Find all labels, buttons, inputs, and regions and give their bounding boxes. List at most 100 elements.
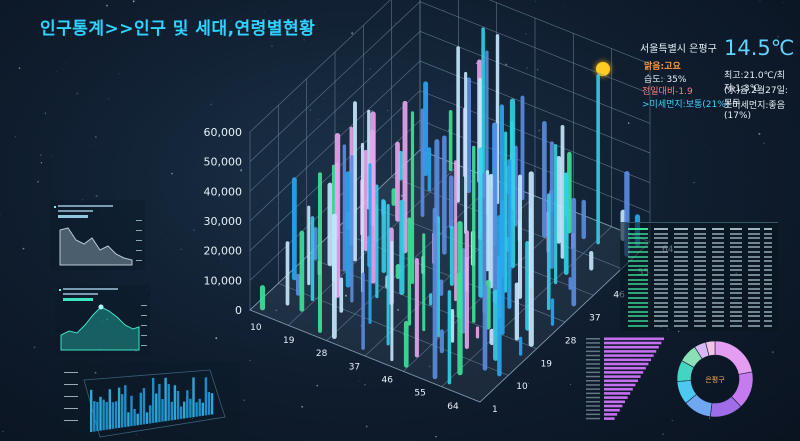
table-cell (674, 278, 688, 281)
hbar-label (586, 371, 600, 374)
table-cell (764, 324, 772, 327)
table-cell (730, 310, 742, 313)
table-cell (748, 306, 760, 309)
table-cell (628, 255, 648, 258)
mini-3d-bar (99, 396, 102, 431)
mini-3d-bar (207, 392, 211, 415)
table-cell (674, 283, 688, 286)
hbar (604, 400, 625, 404)
hbar-label (586, 401, 600, 403)
z-tick-label: 20,000 (204, 245, 243, 258)
table-cell (694, 306, 706, 309)
horizontal-bar-chart (586, 337, 664, 420)
mini-3d-bar (105, 402, 108, 430)
table-cell (764, 260, 772, 263)
mini-3d-bar (198, 398, 201, 417)
table-cell (730, 301, 742, 304)
table-cell (628, 278, 648, 281)
table-cell (694, 228, 706, 230)
mini-3d-bar (204, 377, 208, 416)
table-cell (694, 315, 706, 318)
table-cell (654, 320, 668, 322)
table-cell (674, 237, 688, 240)
table-cell (628, 297, 648, 299)
weather-location: 서울특별시 은평구 (640, 44, 717, 55)
table-cell (628, 269, 648, 272)
hbar (604, 413, 618, 416)
table-cell (694, 287, 706, 290)
hbar (604, 337, 664, 341)
table-cell (674, 260, 688, 263)
table-cell (694, 292, 706, 295)
hbar-label (586, 375, 600, 378)
table-cell (674, 292, 688, 295)
weather-status: 맑음:고요 (644, 62, 681, 72)
table-cell (694, 241, 706, 244)
hbar-label (586, 417, 600, 420)
table-cell (694, 310, 706, 313)
table-cell (712, 292, 724, 295)
table-cell (730, 260, 742, 263)
table-cell (712, 251, 724, 253)
mini-3d-bar (201, 402, 204, 416)
table-cell (654, 301, 668, 304)
y-tick-label: 37 (589, 314, 600, 324)
sun-icon (596, 62, 610, 76)
mini-3d-bar (186, 390, 189, 419)
table-row (624, 264, 774, 268)
table-cell (654, 274, 668, 276)
table-cell (654, 297, 668, 299)
mini-3d-bar (114, 401, 118, 429)
table-row (624, 236, 774, 240)
x-tick-label: 55 (414, 389, 425, 399)
table-cell (764, 287, 772, 290)
mini-3d-bar (127, 412, 130, 427)
table-cell (654, 287, 668, 290)
table-cell (694, 269, 706, 272)
table-cell (674, 232, 688, 235)
table-cell (654, 264, 668, 267)
table-cell (730, 287, 742, 290)
page-title: 인구통계>>인구 및 세대,연령별현황 (40, 19, 316, 39)
table-cell (654, 232, 668, 235)
table-cell (730, 274, 742, 276)
table-cell (674, 246, 688, 249)
table-cell (628, 246, 648, 249)
data-table-panel (620, 222, 778, 331)
table-cell (712, 283, 724, 286)
donut-chart: 은평구 (676, 340, 754, 418)
table-cell (764, 301, 772, 304)
hbar-label (586, 388, 600, 390)
table-cell (712, 278, 724, 281)
hbar (604, 341, 662, 345)
weather-ultrafine-dust: 초미세먼지:좋음(17%) (724, 101, 785, 121)
table-cell (712, 297, 724, 299)
y-tick-label: 28 (565, 336, 577, 346)
table-row (624, 255, 774, 259)
chart-3d-ticks: 0 10,000 20,000 30,000 40,000 50,000 60,000 10 1… (204, 126, 674, 415)
z-tick-label: 30,000 (204, 215, 243, 228)
table-cell (712, 324, 724, 327)
table-cell (694, 255, 706, 258)
table-cell (712, 260, 724, 263)
table-cell (748, 287, 760, 290)
table-cell (694, 301, 706, 304)
table-cell (712, 274, 724, 276)
table-row (624, 310, 774, 314)
table-cell (730, 255, 742, 258)
donut-slice (705, 340, 716, 357)
y-tick-label: 19 (541, 359, 553, 369)
mini-3d-bar (111, 402, 115, 429)
table-cell (748, 255, 760, 258)
table-cell (694, 251, 706, 253)
table-row (624, 250, 774, 254)
table-cell (694, 260, 706, 263)
table-row (624, 232, 774, 236)
table-cell (730, 306, 742, 309)
table-cell (730, 232, 742, 235)
hbar (604, 379, 638, 383)
hbar (604, 417, 615, 420)
mini-3d-bar (130, 395, 133, 427)
table-cell (654, 324, 668, 327)
